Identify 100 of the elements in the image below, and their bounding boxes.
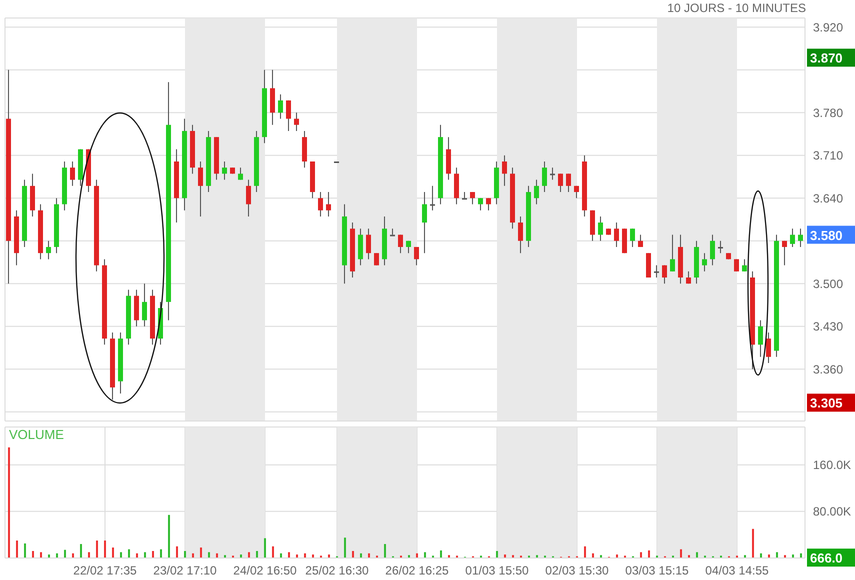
- candlestick: [398, 234, 403, 254]
- candlestick: [742, 258, 747, 272]
- candlestick: [790, 228, 795, 248]
- bar: [640, 552, 642, 558]
- candlestick: [630, 228, 635, 248]
- bar: [384, 544, 386, 558]
- bar: [752, 528, 754, 558]
- bar: [88, 552, 90, 558]
- candlestick: [566, 173, 571, 193]
- bar: [96, 540, 98, 558]
- candlestick: [374, 252, 379, 266]
- candlestick: [470, 192, 475, 205]
- candlestick: [430, 185, 435, 211]
- bar: [352, 551, 354, 558]
- bar: [152, 551, 154, 558]
- candlestick: [70, 160, 75, 186]
- y-tick-label: 160.0K: [813, 458, 852, 472]
- candlestick: [702, 252, 707, 272]
- candlestick: [46, 240, 51, 260]
- bar: [344, 538, 346, 558]
- candlestick: [574, 185, 579, 199]
- candlestick: [798, 228, 803, 248]
- bar: [32, 551, 34, 558]
- bar: [176, 546, 178, 558]
- candlestick: [558, 173, 563, 193]
- candlestick: [390, 228, 395, 236]
- bar: [120, 552, 122, 558]
- bar: [112, 548, 114, 558]
- candlestick: [542, 160, 547, 193]
- candlestick: [414, 246, 419, 266]
- bar: [128, 549, 130, 558]
- candlestick: [246, 179, 251, 217]
- candlestick: [734, 258, 739, 272]
- bar: [648, 550, 650, 558]
- candlestick: [238, 167, 243, 180]
- candlestick: [550, 167, 555, 180]
- candlestick: [142, 283, 147, 327]
- bar: [272, 546, 274, 558]
- candlestick: [462, 192, 467, 200]
- y-tick-label: 3.360: [813, 362, 844, 376]
- text: 3.870: [810, 50, 843, 66]
- bar: [776, 552, 778, 558]
- x-tick-label: 22/02 17:35: [73, 564, 138, 578]
- bar: [208, 552, 210, 558]
- x-tick-label: 02/03 15:30: [545, 564, 610, 578]
- x-tick-label: 03/03 15:15: [625, 564, 690, 578]
- candlestick: [718, 240, 723, 254]
- chart-title: VOLUME: [9, 427, 64, 442]
- candlestick: [518, 216, 523, 254]
- y-tick-label: 3.780: [813, 106, 844, 120]
- x-tick-label: 24/02 16:50: [233, 564, 298, 578]
- x-tick-label: 01/03 15:50: [465, 564, 530, 578]
- candlestick: [782, 240, 787, 266]
- x-tick-label: 26/02 16:25: [385, 564, 450, 578]
- y-tick-label: 3.920: [813, 20, 844, 34]
- candlestick: [534, 179, 539, 205]
- bar: [16, 540, 18, 558]
- y-tick-label: 3.640: [813, 191, 844, 206]
- candlestick: [766, 332, 771, 364]
- y-tick-label: 3.430: [813, 320, 844, 334]
- candlestick: [422, 192, 427, 254]
- bar: [256, 551, 258, 558]
- candlestick: [502, 154, 507, 186]
- bar: [584, 546, 586, 558]
- candlestick: [654, 264, 659, 278]
- candlestick: [198, 160, 203, 217]
- bar: [200, 548, 202, 558]
- candlestick: [614, 222, 619, 248]
- x-tick-label: 04/03 14:55: [705, 564, 770, 578]
- text: 3.580: [810, 228, 843, 243]
- bar: [40, 552, 42, 558]
- bar: [496, 551, 498, 558]
- bar: [168, 514, 170, 558]
- x-tick-label: 23/02 17:10: [153, 564, 218, 578]
- bar: [680, 549, 682, 558]
- bar: [696, 552, 698, 558]
- candlestick: [638, 234, 643, 248]
- x-tick-label: 25/02 16:30: [305, 564, 370, 578]
- candlestick: [222, 160, 227, 180]
- y-tick-label: 80.00K: [813, 504, 852, 519]
- text: 666.0: [810, 550, 843, 566]
- candlestick: [598, 216, 603, 242]
- bar: [8, 447, 10, 558]
- text: 3.305: [810, 396, 843, 411]
- bar: [160, 549, 162, 558]
- candlestick: [294, 112, 299, 132]
- candlestick: [486, 198, 491, 211]
- bar: [104, 540, 106, 558]
- bar: [144, 552, 146, 558]
- candlestick: [286, 100, 291, 132]
- candlestick: [758, 320, 763, 358]
- bar: [80, 544, 82, 558]
- candlestick: [478, 198, 483, 211]
- candlestick: [318, 192, 323, 217]
- y-tick-label: 3.500: [813, 276, 844, 291]
- candlestick: [326, 192, 331, 217]
- candlestick: [278, 94, 283, 120]
- candlestick: [710, 234, 715, 266]
- bar: [440, 550, 442, 558]
- bar: [184, 551, 186, 558]
